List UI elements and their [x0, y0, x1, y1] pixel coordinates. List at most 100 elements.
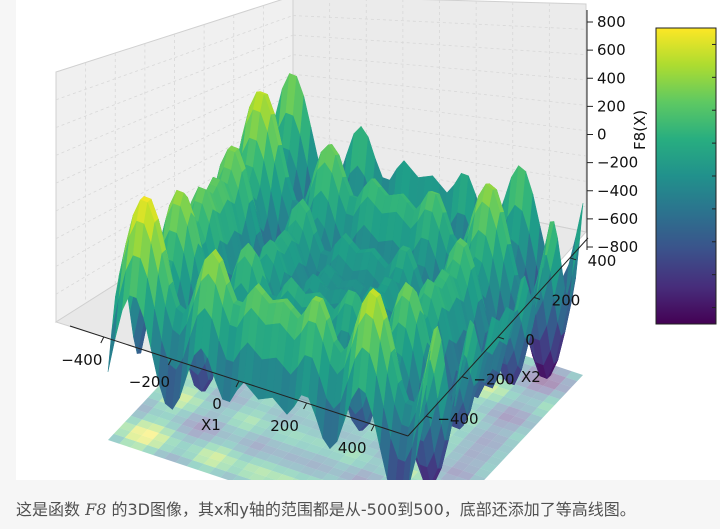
contour-cell — [260, 413, 278, 423]
contour-cell — [204, 426, 222, 436]
y-tick-label: 0 — [525, 331, 535, 349]
contour-cell — [266, 422, 284, 433]
contour-cell — [299, 465, 317, 476]
contour-cell — [215, 413, 233, 424]
contour-cell — [515, 378, 533, 389]
contour-cell — [339, 439, 357, 450]
contour-cell — [192, 454, 210, 464]
contour-cell — [238, 389, 256, 400]
contour-cell — [158, 442, 176, 453]
contour-cell — [514, 425, 532, 436]
contour-cell — [186, 460, 204, 470]
y-tick-mark — [497, 336, 505, 340]
contour-cell — [175, 440, 193, 451]
contour-cell — [486, 392, 504, 403]
contour-cell — [440, 457, 458, 467]
contour-cell — [333, 461, 351, 472]
contour-cell — [192, 422, 210, 433]
contour-cell — [186, 444, 204, 455]
contour-cell — [537, 385, 555, 396]
contour-cell — [463, 416, 481, 427]
contour-cell — [260, 444, 278, 455]
contour-cell — [344, 465, 362, 475]
contour-cell — [266, 438, 283, 449]
grid-line — [55, 34, 294, 128]
contour-cell — [532, 375, 550, 386]
contour-cell — [452, 445, 470, 455]
contour-cell — [344, 449, 362, 459]
contour-cell — [356, 436, 374, 447]
contour-cell — [446, 435, 464, 445]
contour-cell — [362, 430, 380, 441]
contour-cell — [181, 450, 199, 461]
contour-cell — [520, 388, 538, 398]
contour-cell — [554, 383, 572, 394]
contour-cell — [503, 390, 521, 401]
z-tick-label: −400 — [597, 182, 638, 200]
contour-cell — [474, 468, 492, 479]
contour-cell — [181, 386, 199, 397]
contour-cell — [260, 428, 278, 439]
contour-cell — [226, 417, 244, 428]
grid-line — [292, 112, 587, 157]
contour-cell — [209, 420, 227, 430]
contour-cell — [277, 442, 295, 453]
contour-cell — [226, 401, 244, 412]
contour-cell — [526, 413, 543, 424]
contour-cell — [214, 461, 232, 472]
contour-cell — [232, 427, 250, 438]
figure-panel: −400 −200 0 200 400 −400 −200 0 200 400 −800 −600… — [16, 0, 720, 529]
contour-cell — [509, 416, 527, 426]
grid-line — [55, 54, 294, 156]
contour-cell — [543, 379, 561, 390]
contour-cell — [294, 424, 312, 435]
contour-cell — [232, 411, 250, 422]
z-axis-label: F8(X) — [631, 110, 649, 150]
contour-cell — [153, 417, 171, 427]
contour-cell — [531, 391, 549, 402]
contour-cell — [255, 403, 273, 414]
contour-cell — [226, 433, 244, 444]
contour-cell — [480, 462, 498, 473]
contour-cell — [203, 441, 221, 452]
contour-cell — [492, 418, 510, 429]
y-tick-label: −400 — [437, 410, 478, 428]
contour-cell — [164, 420, 182, 431]
contour-cell — [226, 465, 244, 476]
contour-cell — [339, 455, 357, 465]
contour-cell — [446, 466, 464, 477]
contour-cell — [491, 450, 509, 460]
contour-cell — [220, 471, 238, 482]
contour-cell — [198, 448, 216, 458]
contour-cell — [237, 437, 255, 448]
z-tick-label: 0 — [597, 126, 607, 144]
contour-cell — [305, 428, 323, 438]
contour-cell — [232, 395, 250, 406]
contour-cell — [339, 471, 357, 481]
contour-cell — [181, 434, 199, 445]
contour-cell — [243, 431, 261, 442]
contour-cell — [243, 399, 261, 410]
contour-cell — [108, 433, 125, 444]
contour-cell — [265, 454, 283, 465]
contour-cell — [249, 441, 267, 451]
contour-cell — [141, 429, 159, 440]
contour-cell — [192, 438, 210, 449]
contour-cell — [193, 390, 211, 401]
contour-cell — [367, 472, 385, 483]
contour-cell — [469, 442, 487, 453]
contour-cell — [147, 407, 165, 418]
x-tick-label: 0 — [212, 395, 222, 413]
contour-cell — [361, 446, 379, 457]
contour-cell — [311, 453, 328, 464]
contour-cell — [526, 397, 544, 408]
caption-math: F8 — [85, 500, 107, 519]
contour-cell — [249, 425, 267, 435]
contour-cell — [231, 459, 249, 470]
contour-cell — [243, 463, 261, 473]
contour-cell — [209, 435, 227, 446]
contour-cell — [520, 419, 538, 430]
contour-cell — [503, 406, 521, 417]
contour-cell — [254, 419, 272, 429]
contour-cell — [498, 396, 515, 407]
